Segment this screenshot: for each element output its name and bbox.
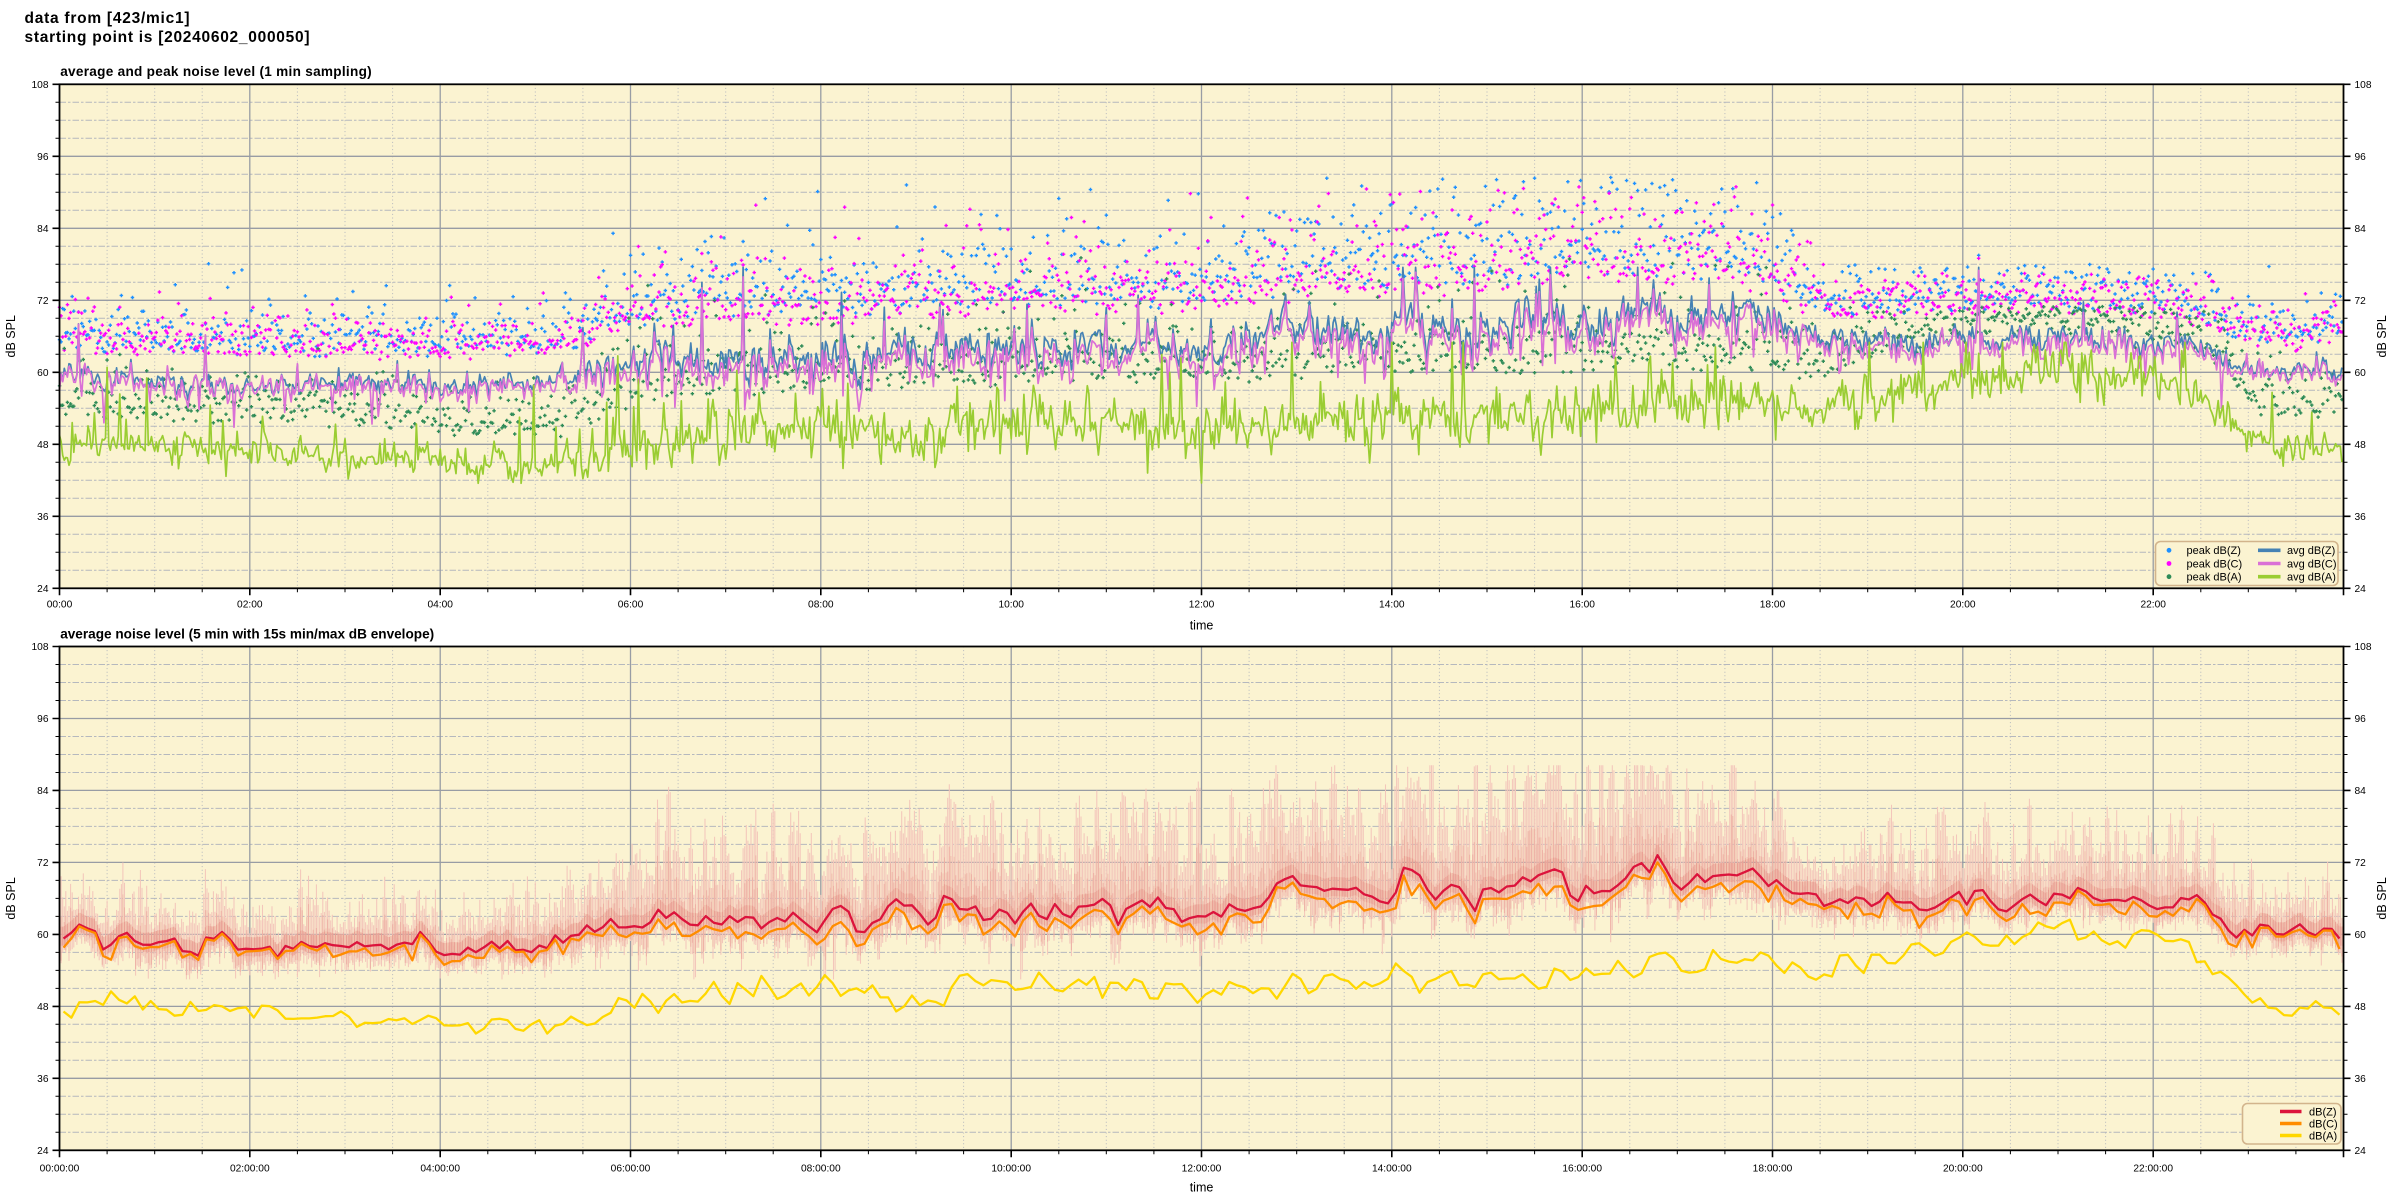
svg-text:84: 84 — [2355, 224, 2367, 235]
svg-text:dB SPL: dB SPL — [4, 877, 18, 919]
svg-text:04:00: 04:00 — [427, 600, 453, 611]
svg-text:22:00:00: 22:00:00 — [2133, 1163, 2173, 1174]
svg-text:peak dB(Z): peak dB(Z) — [2187, 545, 2241, 557]
svg-text:96: 96 — [37, 152, 49, 163]
svg-text:36: 36 — [2355, 1074, 2367, 1085]
svg-text:dB SPL: dB SPL — [2375, 877, 2389, 919]
svg-text:avg dB(A): avg dB(A) — [2287, 572, 2336, 584]
svg-text:peak dB(A): peak dB(A) — [2187, 572, 2242, 584]
svg-text:10:00: 10:00 — [998, 600, 1024, 611]
svg-text:108: 108 — [32, 642, 49, 653]
svg-text:18:00: 18:00 — [1760, 600, 1786, 611]
svg-text:14:00: 14:00 — [1379, 600, 1405, 611]
svg-text:36: 36 — [37, 1074, 49, 1085]
svg-text:00:00:00: 00:00:00 — [40, 1163, 80, 1174]
svg-text:84: 84 — [37, 786, 49, 797]
svg-text:starting point is [20240602_00: starting point is [20240602_000050] — [25, 29, 311, 46]
svg-text:24: 24 — [37, 1146, 49, 1157]
svg-text:12:00:00: 12:00:00 — [1182, 1163, 1222, 1174]
svg-text:dB(C): dB(C) — [2309, 1118, 2338, 1130]
svg-text:36: 36 — [37, 512, 49, 523]
svg-text:24: 24 — [2355, 584, 2367, 595]
svg-text:04:00:00: 04:00:00 — [420, 1163, 460, 1174]
svg-text:20:00: 20:00 — [1950, 600, 1976, 611]
svg-text:16:00: 16:00 — [1569, 600, 1595, 611]
svg-text:average noise level (5 min wit: average noise level (5 min with 15s min/… — [60, 626, 434, 641]
svg-text:20:00:00: 20:00:00 — [1943, 1163, 1983, 1174]
svg-text:06:00: 06:00 — [618, 600, 644, 611]
svg-text:avg dB(C): avg dB(C) — [2287, 558, 2337, 570]
svg-text:72: 72 — [37, 858, 49, 869]
svg-text:dB(Z): dB(Z) — [2309, 1106, 2337, 1118]
svg-text:time: time — [1190, 1180, 1214, 1194]
svg-text:24: 24 — [37, 584, 49, 595]
svg-text:60: 60 — [2355, 930, 2367, 941]
svg-text:48: 48 — [37, 440, 49, 451]
svg-text:60: 60 — [37, 930, 49, 941]
svg-text:96: 96 — [37, 714, 49, 725]
svg-text:14:00:00: 14:00:00 — [1372, 1163, 1412, 1174]
svg-text:24: 24 — [2355, 1146, 2367, 1157]
svg-text:72: 72 — [37, 296, 49, 307]
svg-text:36: 36 — [2355, 512, 2367, 523]
svg-text:96: 96 — [2355, 714, 2367, 725]
svg-text:48: 48 — [2355, 1002, 2367, 1013]
svg-text:16:00:00: 16:00:00 — [1562, 1163, 1602, 1174]
svg-text:02:00: 02:00 — [237, 600, 263, 611]
svg-text:12:00: 12:00 — [1189, 600, 1215, 611]
svg-text:08:00:00: 08:00:00 — [801, 1163, 841, 1174]
svg-text:avg dB(Z): avg dB(Z) — [2287, 545, 2335, 557]
svg-text:10:00:00: 10:00:00 — [991, 1163, 1031, 1174]
svg-text:60: 60 — [2355, 368, 2367, 379]
svg-text:dB SPL: dB SPL — [4, 315, 18, 357]
svg-text:108: 108 — [32, 80, 49, 91]
svg-text:22:00: 22:00 — [2140, 600, 2166, 611]
svg-text:48: 48 — [37, 1002, 49, 1013]
svg-text:average and peak noise level (: average and peak noise level (1 min samp… — [60, 64, 372, 79]
svg-text:02:00:00: 02:00:00 — [230, 1163, 270, 1174]
svg-text:84: 84 — [2355, 786, 2367, 797]
svg-text:06:00:00: 06:00:00 — [611, 1163, 651, 1174]
svg-text:72: 72 — [2355, 858, 2367, 869]
svg-text:108: 108 — [2355, 642, 2372, 653]
svg-text:18:00:00: 18:00:00 — [1753, 1163, 1793, 1174]
svg-text:00:00: 00:00 — [47, 600, 73, 611]
svg-text:time: time — [1190, 618, 1214, 632]
svg-text:dB(A): dB(A) — [2309, 1130, 2337, 1142]
svg-text:84: 84 — [37, 224, 49, 235]
svg-text:96: 96 — [2355, 152, 2367, 163]
svg-text:108: 108 — [2355, 80, 2372, 91]
svg-text:48: 48 — [2355, 440, 2367, 451]
svg-text:data from [423/mic1]: data from [423/mic1] — [25, 10, 191, 27]
svg-text:60: 60 — [37, 368, 49, 379]
svg-text:dB SPL: dB SPL — [2375, 315, 2389, 357]
svg-text:08:00: 08:00 — [808, 600, 834, 611]
svg-text:peak dB(C): peak dB(C) — [2187, 558, 2243, 570]
svg-text:72: 72 — [2355, 296, 2367, 307]
